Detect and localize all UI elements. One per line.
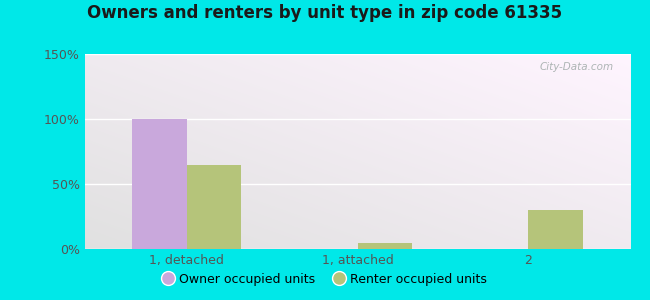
Bar — [187, 164, 242, 249]
Text: City-Data.com: City-Data.com — [540, 62, 614, 72]
Legend: Owner occupied units, Renter occupied units: Owner occupied units, Renter occupied un… — [158, 268, 492, 291]
Text: Owners and renters by unit type in zip code 61335: Owners and renters by unit type in zip c… — [88, 4, 562, 22]
Bar — [528, 210, 583, 249]
Bar — [133, 119, 187, 249]
Bar — [358, 242, 412, 249]
